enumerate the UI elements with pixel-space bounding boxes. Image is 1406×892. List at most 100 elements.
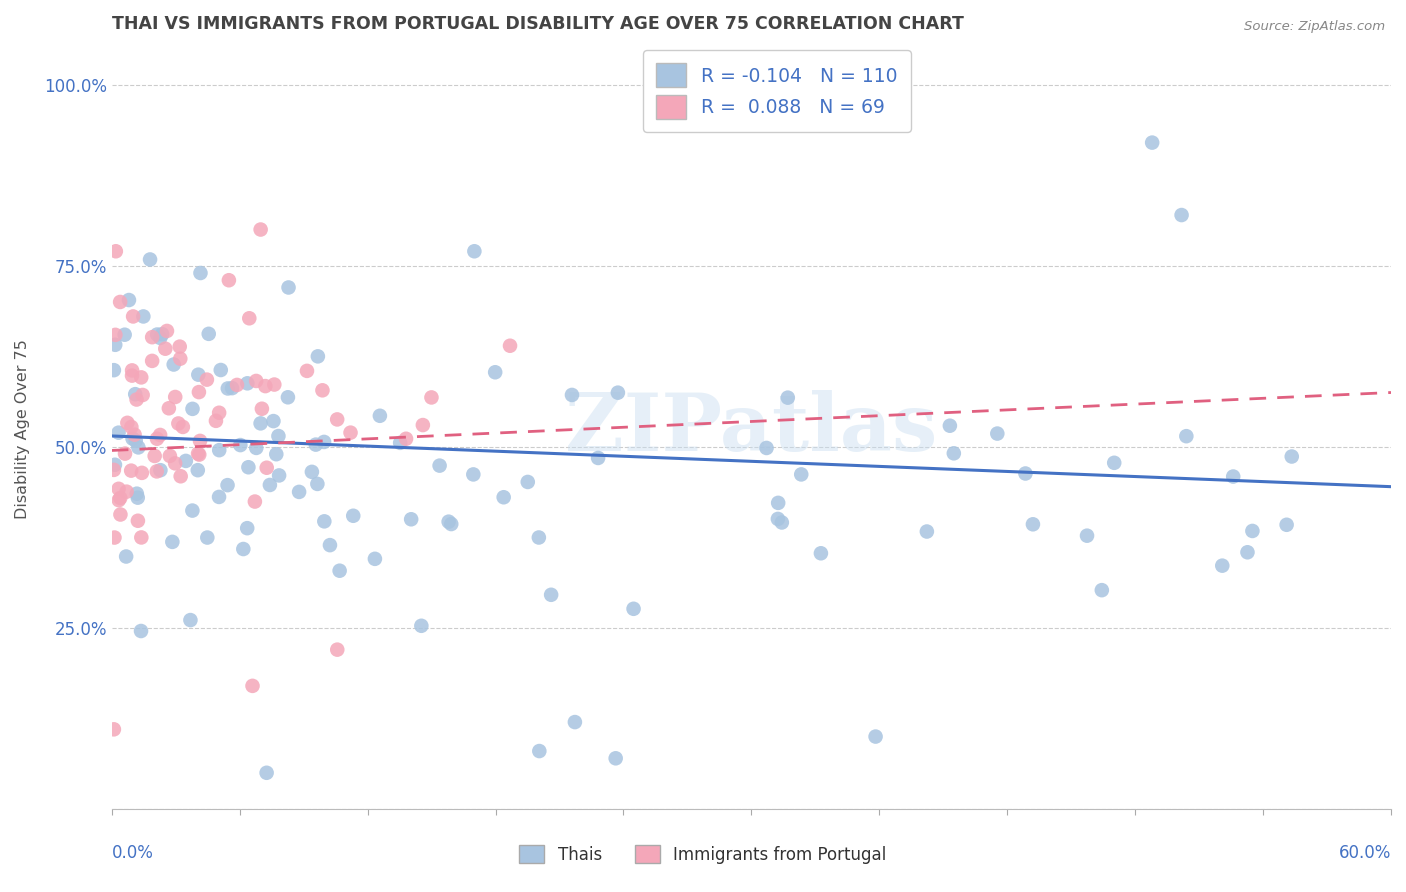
- Legend: Thais, Immigrants from Portugal: Thais, Immigrants from Portugal: [513, 838, 893, 871]
- Point: [188, 434, 211, 448]
- Point: [1281, 450, 1303, 464]
- Point: [146, 432, 169, 446]
- Point: [218, 273, 240, 287]
- Point: [118, 293, 141, 307]
- Point: [165, 390, 187, 404]
- Point: [232, 541, 254, 556]
- Point: [540, 588, 562, 602]
- Point: [766, 512, 789, 526]
- Point: [129, 624, 152, 638]
- Point: [157, 401, 180, 416]
- Point: [259, 478, 281, 492]
- Point: [150, 327, 173, 342]
- Point: [103, 723, 125, 737]
- Y-axis label: Disability Age Over 75: Disability Age Over 75: [15, 339, 30, 518]
- Point: [141, 354, 163, 368]
- Point: [437, 515, 460, 529]
- Point: [492, 490, 515, 504]
- Point: [1222, 469, 1244, 483]
- Point: [121, 363, 143, 377]
- Point: [776, 391, 799, 405]
- Point: [181, 401, 204, 416]
- Point: [238, 460, 260, 475]
- Point: [129, 370, 152, 384]
- Point: [226, 378, 249, 392]
- Point: [288, 484, 311, 499]
- Point: [149, 463, 172, 477]
- Point: [208, 490, 231, 504]
- Point: [195, 531, 218, 545]
- Point: [1091, 583, 1114, 598]
- Point: [125, 486, 148, 500]
- Point: [942, 446, 965, 460]
- Point: [179, 613, 201, 627]
- Point: [169, 340, 191, 354]
- Point: [605, 751, 627, 765]
- Point: [197, 326, 219, 341]
- Point: [208, 406, 231, 420]
- Point: [314, 514, 336, 528]
- Point: [238, 311, 260, 326]
- Point: [187, 447, 209, 461]
- Point: [463, 244, 485, 259]
- Point: [103, 363, 125, 377]
- Point: [368, 409, 391, 423]
- Point: [110, 491, 132, 505]
- Point: [131, 531, 153, 545]
- Point: [263, 377, 285, 392]
- Point: [499, 339, 522, 353]
- Point: [411, 619, 433, 633]
- Point: [254, 379, 277, 393]
- Point: [132, 310, 155, 324]
- Point: [149, 428, 172, 442]
- Point: [217, 381, 239, 395]
- Point: [156, 324, 179, 338]
- Point: [329, 564, 352, 578]
- Point: [412, 418, 434, 433]
- Point: [939, 418, 962, 433]
- Point: [256, 765, 278, 780]
- Point: [187, 368, 209, 382]
- Point: [484, 365, 506, 379]
- Point: [1236, 545, 1258, 559]
- Point: [295, 364, 318, 378]
- Point: [120, 464, 142, 478]
- Text: 0.0%: 0.0%: [111, 844, 153, 862]
- Point: [169, 351, 191, 366]
- Point: [326, 642, 349, 657]
- Point: [623, 602, 645, 616]
- Point: [125, 434, 148, 448]
- Point: [117, 416, 139, 430]
- Point: [256, 460, 278, 475]
- Point: [311, 384, 333, 398]
- Point: [170, 469, 193, 483]
- Point: [770, 516, 793, 530]
- Point: [307, 349, 329, 363]
- Point: [104, 327, 127, 342]
- Point: [395, 432, 418, 446]
- Point: [1076, 529, 1098, 543]
- Point: [262, 414, 284, 428]
- Point: [810, 546, 832, 560]
- Point: [586, 450, 609, 465]
- Point: [389, 435, 412, 450]
- Point: [242, 679, 264, 693]
- Point: [114, 447, 136, 461]
- Point: [115, 484, 138, 499]
- Point: [529, 744, 551, 758]
- Point: [125, 392, 148, 407]
- Point: [195, 373, 218, 387]
- Point: [162, 534, 184, 549]
- Point: [986, 426, 1008, 441]
- Point: [1275, 517, 1298, 532]
- Point: [187, 385, 209, 400]
- Point: [319, 538, 342, 552]
- Point: [326, 412, 349, 426]
- Point: [103, 463, 125, 477]
- Point: [107, 493, 129, 508]
- Point: [1211, 558, 1233, 573]
- Point: [249, 222, 271, 236]
- Point: [127, 514, 149, 528]
- Point: [564, 715, 586, 730]
- Point: [245, 374, 267, 388]
